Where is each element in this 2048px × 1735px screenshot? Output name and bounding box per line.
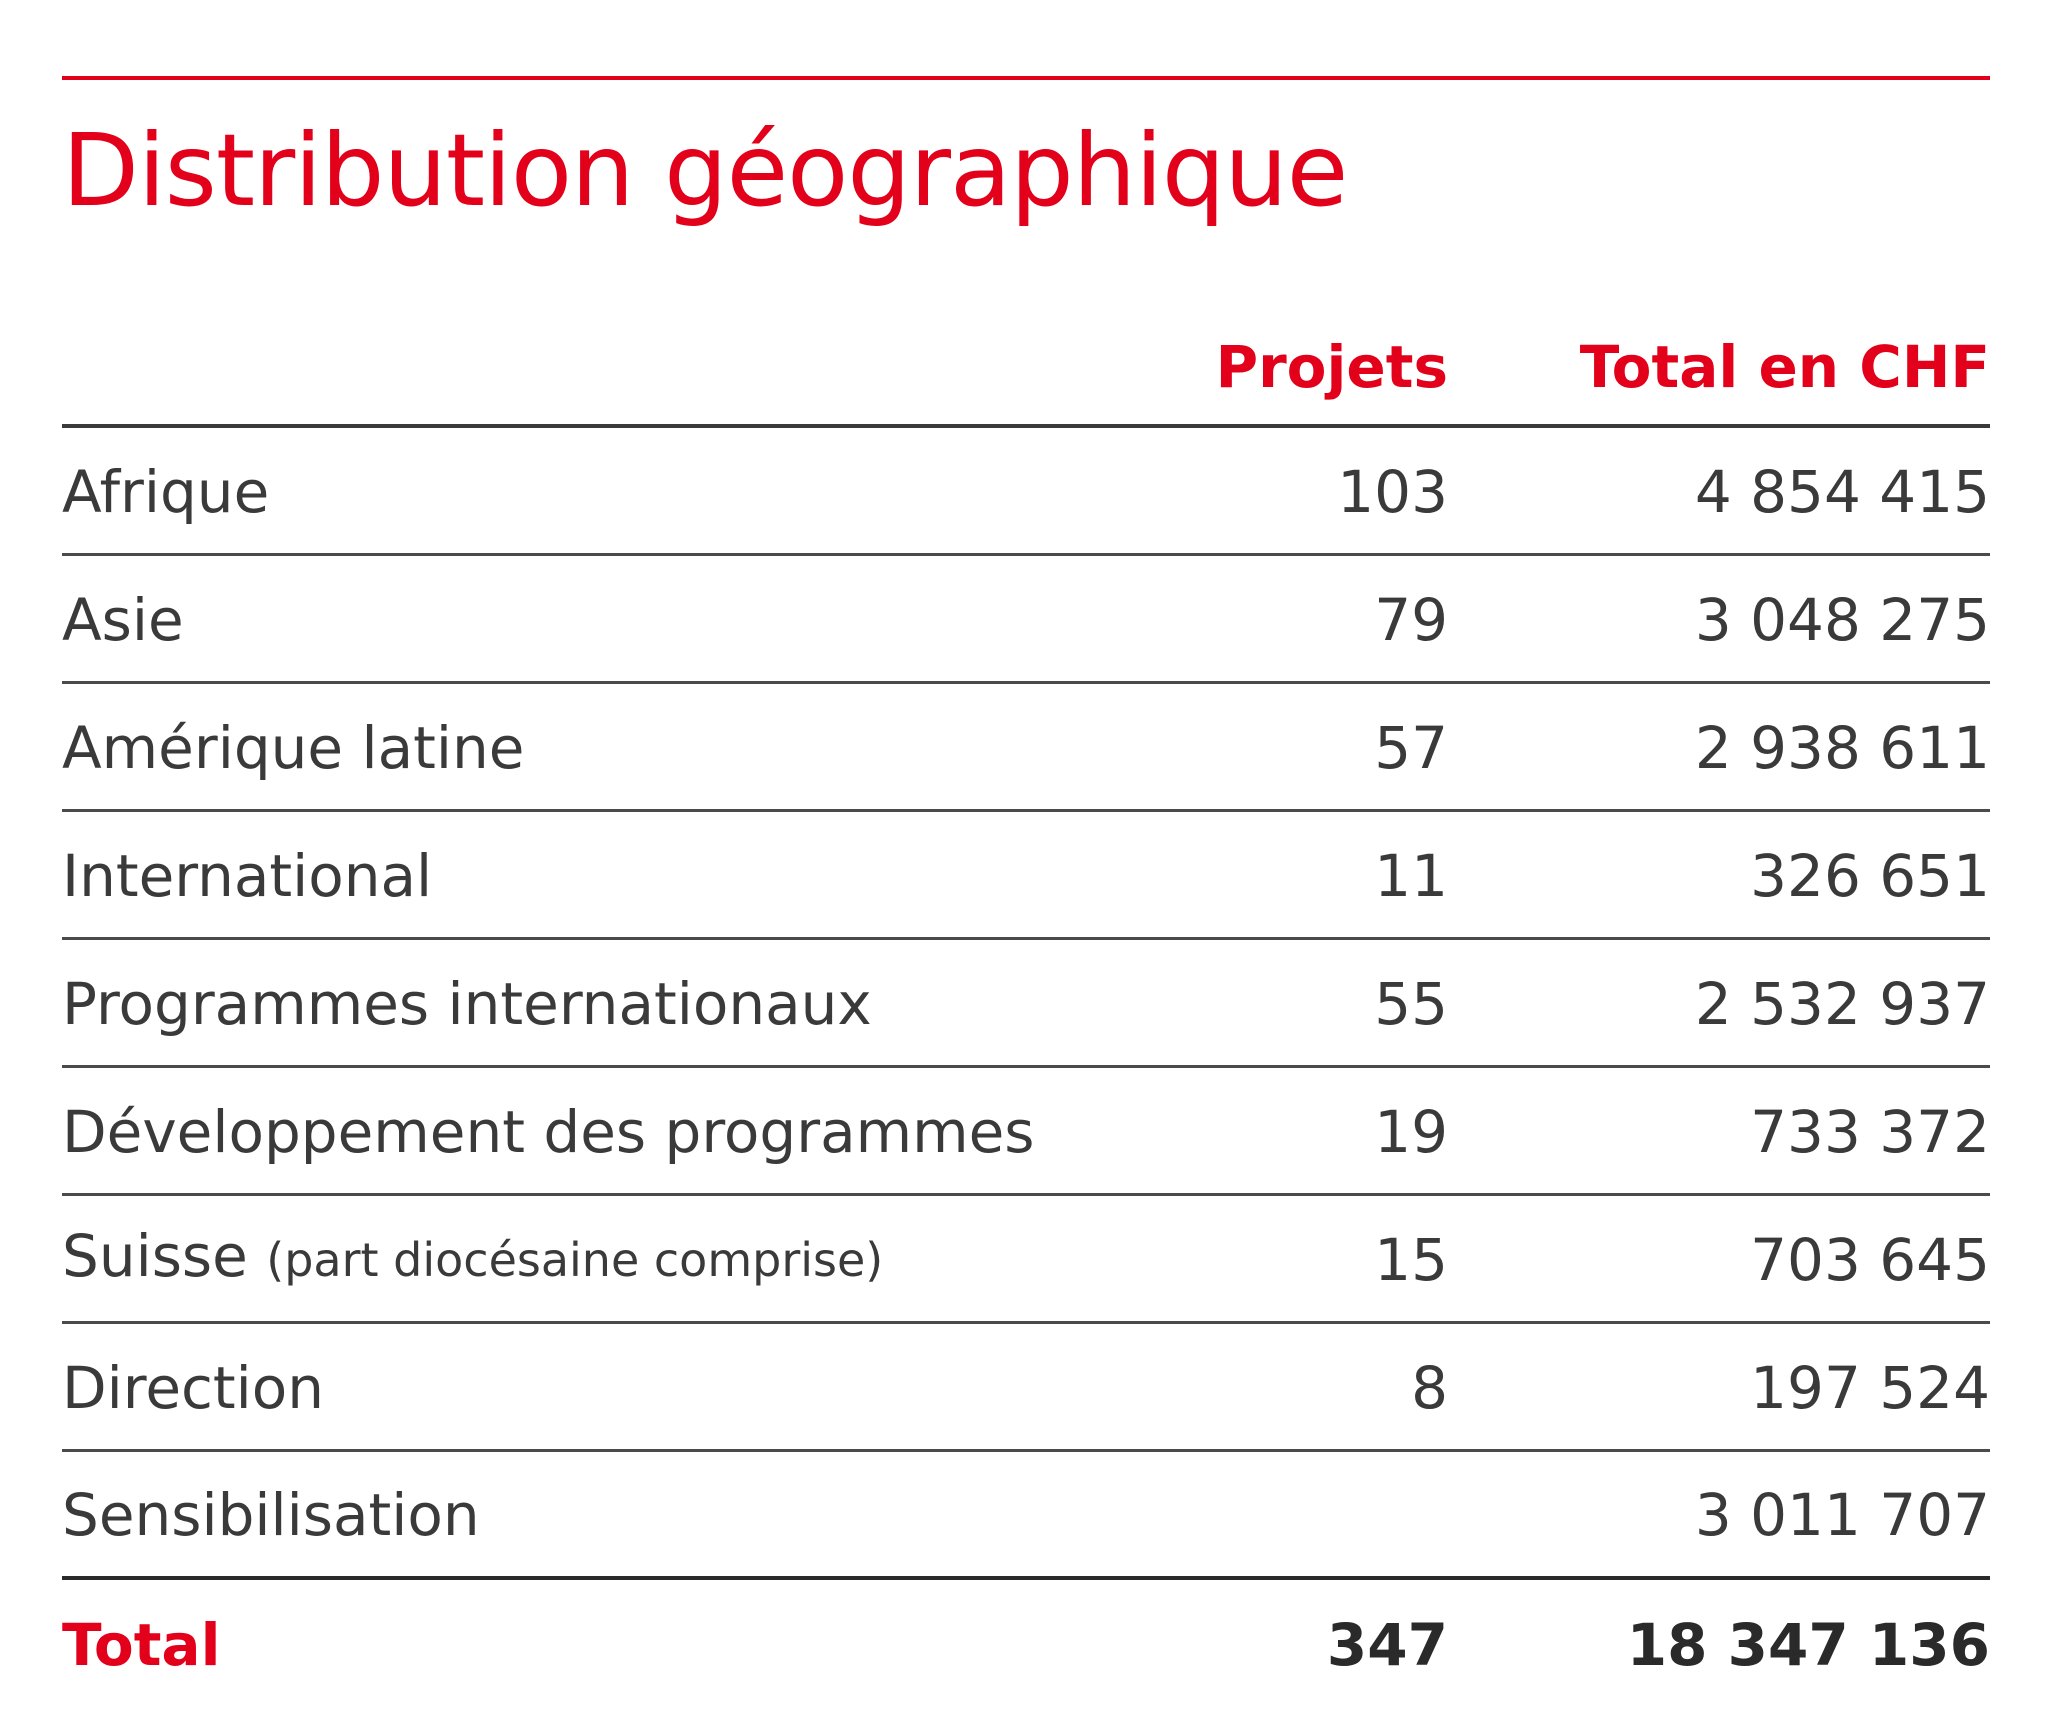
total-amount: 733 372 xyxy=(1750,1098,1990,1166)
table-row: Développement des programmes 19 733 372 xyxy=(62,1068,1990,1196)
region-label: Asie xyxy=(62,586,184,654)
projects-count: 55 xyxy=(1374,970,1448,1038)
projects-count: 79 xyxy=(1374,586,1448,654)
total-amount: 3 011 707 xyxy=(1694,1481,1990,1549)
table-row: Direction 8 197 524 xyxy=(62,1324,1990,1452)
region-label: Développement des programmes xyxy=(62,1098,1035,1166)
region-label: Amérique latine xyxy=(62,714,525,782)
total-projects-count: 347 xyxy=(1326,1611,1448,1679)
projects-count: 57 xyxy=(1374,714,1448,782)
table-total-row: Total 347 18 347 136 xyxy=(62,1580,1990,1710)
projects-column-header: Projets xyxy=(1215,333,1448,401)
region-label: Programmes internationaux xyxy=(62,970,872,1038)
region-label: Afrique xyxy=(62,458,270,526)
table-header-row: Projets Total en CHF xyxy=(62,300,1990,428)
table-row: Afrique 103 4 854 415 xyxy=(62,428,1990,556)
region-label: International xyxy=(62,842,433,910)
table-row: International 11 326 651 xyxy=(62,812,1990,940)
region-note: (part diocésaine comprise) xyxy=(266,1233,884,1287)
region-label: Direction xyxy=(62,1354,325,1422)
table-row: Amérique latine 57 2 938 611 xyxy=(62,684,1990,812)
total-amount: 2 938 611 xyxy=(1694,714,1990,782)
projects-count: 19 xyxy=(1374,1098,1448,1166)
total-amount: 3 048 275 xyxy=(1694,586,1990,654)
total-amount: 703 645 xyxy=(1750,1226,1990,1294)
table-row: Asie 79 3 048 275 xyxy=(62,556,1990,684)
total-chf-column-header: Total en CHF xyxy=(1579,333,1990,401)
geographic-distribution-table: Projets Total en CHF Afrique 103 4 854 4… xyxy=(62,300,1990,1710)
projects-count: 8 xyxy=(1411,1354,1448,1422)
region-label: Suisse xyxy=(62,1222,248,1290)
table-row: Programmes internationaux 55 2 532 937 xyxy=(62,940,1990,1068)
projects-count: 11 xyxy=(1374,842,1448,910)
total-amount: 197 524 xyxy=(1750,1354,1990,1422)
grand-total-amount: 18 347 136 xyxy=(1626,1611,1990,1679)
region-label-with-note: Suisse (part diocésaine comprise) xyxy=(62,1221,883,1295)
table-row: Suisse (part diocésaine comprise) 15 703… xyxy=(62,1196,1990,1324)
total-label: Total xyxy=(62,1611,221,1679)
total-amount: 326 651 xyxy=(1750,842,1990,910)
projects-count: 103 xyxy=(1337,458,1448,526)
projects-count: 15 xyxy=(1374,1226,1448,1294)
page-title: Distribution géographique xyxy=(62,112,1348,229)
region-label: Sensibilisation xyxy=(62,1481,480,1549)
top-rule xyxy=(62,76,1990,80)
total-amount: 4 854 415 xyxy=(1694,458,1990,526)
table-row: Sensibilisation 3 011 707 xyxy=(62,1452,1990,1580)
total-amount: 2 532 937 xyxy=(1694,970,1990,1038)
